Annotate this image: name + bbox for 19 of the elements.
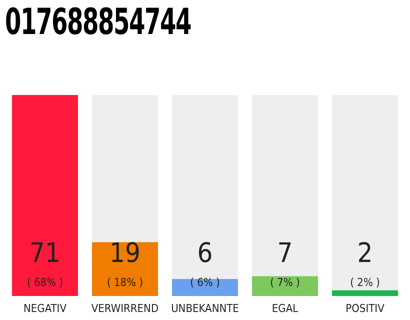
data-label: 71 — [30, 238, 60, 269]
data-label: 19 — [110, 238, 140, 269]
bar — [172, 279, 238, 296]
bar — [332, 290, 398, 296]
annotation: ( 18% ) — [106, 276, 144, 289]
chart-title: 017688854744 — [5, 1, 192, 45]
annotation: ( 6% ) — [190, 276, 220, 289]
x-tick-label: UNBEKANNTE — [171, 302, 239, 315]
x-tick-label: VERWIRREND — [91, 302, 159, 315]
data-label: 6 — [197, 238, 213, 269]
annotation: ( 68% ) — [26, 276, 64, 289]
data-label: 2 — [357, 238, 373, 269]
data-label: 7 — [277, 238, 293, 269]
x-tick-label: NEGATIV — [24, 302, 67, 315]
x-tick-label: POSITIV — [346, 302, 385, 315]
annotation: ( 7% ) — [270, 276, 300, 289]
x-tick-label: EGAL — [272, 302, 299, 315]
annotation: ( 2% ) — [350, 276, 380, 289]
bar — [252, 276, 318, 296]
